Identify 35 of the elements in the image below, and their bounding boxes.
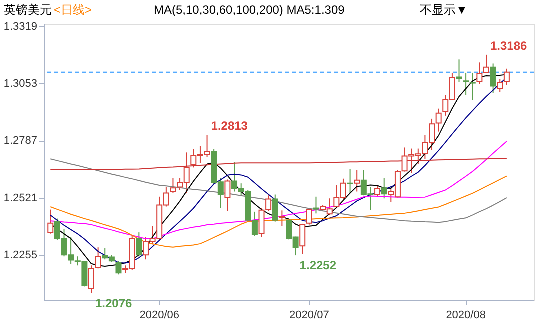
- text: 不显示▼: [420, 3, 468, 17]
- candlestick: [347, 168, 354, 194]
- candlestick: [374, 185, 381, 197]
- annotation: 1.2076: [96, 296, 133, 310]
- chart-subtitle: <日线>: [54, 3, 92, 17]
- candlestick: [456, 59, 462, 82]
- annotation: 1.3186: [490, 38, 528, 53]
- x-tick-label: 2020/07: [290, 310, 330, 322]
- y-tick-label: 1.2521: [4, 192, 38, 204]
- text: MA(5,10,30,60,100,200) MA5:1.309: [154, 3, 346, 17]
- x-tick-label: 2020/06: [140, 310, 180, 322]
- candlestick: [490, 63, 496, 94]
- candlestick: [484, 54, 490, 74]
- candlestick: [272, 194, 278, 222]
- candlestick: [300, 223, 306, 255]
- annotation: 1.2252: [300, 258, 337, 273]
- line-series: [50, 158, 508, 224]
- candlestick: [170, 178, 176, 194]
- y-tick-label: 1.3319: [4, 20, 38, 33]
- y-tick-label: 1.2255: [4, 249, 38, 262]
- chart-title: 英镑美元: [4, 3, 52, 17]
- candlestick: [136, 232, 142, 258]
- candlestick: [306, 208, 312, 226]
- candlestick: [354, 170, 360, 192]
- y-tick-label: 1.2787: [4, 135, 38, 148]
- annotation: 1.2813: [211, 119, 248, 134]
- candlestick: [116, 260, 122, 276]
- candlestick: [476, 62, 483, 85]
- candlestick: [48, 209, 54, 234]
- candlestick: [224, 179, 231, 212]
- candlestick: [381, 178, 388, 200]
- candlestick: [436, 108, 442, 132]
- x-tick-label: 2020/08: [446, 310, 486, 322]
- candlestick: [279, 210, 286, 227]
- y-tick-label: 1.3053: [4, 78, 38, 90]
